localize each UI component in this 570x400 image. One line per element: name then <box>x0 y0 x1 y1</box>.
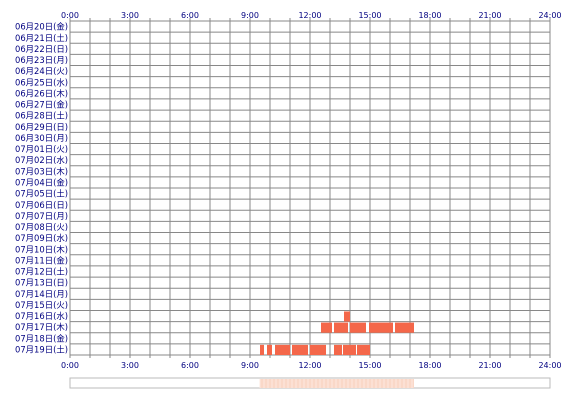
activity-bar <box>369 322 393 333</box>
summary-strip <box>69 377 551 389</box>
row-label: 07月13日(日) <box>15 278 68 288</box>
row-label: 06月24日(火) <box>15 66 68 76</box>
bottom-tick-label: 18:00 <box>418 361 441 370</box>
row-label: 07月07日(月) <box>15 211 68 221</box>
bottom-axis-ticks: 0:00 3:00 6:00 9:00 12:00 15:00 18:00 21:00 24:0… <box>61 361 562 370</box>
row-label: 06月23日(月) <box>15 55 68 65</box>
bottom-tick-label: 6:00 <box>181 361 199 370</box>
activity-bars <box>260 311 414 355</box>
activity-bar <box>310 344 326 355</box>
row-label: 06月21日(土) <box>15 33 68 43</box>
activity-bar <box>344 311 350 322</box>
top-tick-label: 21:00 <box>478 11 501 20</box>
bottom-tick-label: 12:00 <box>298 361 321 370</box>
top-tick-label: 15:00 <box>358 11 381 20</box>
row-label: 06月27日(金) <box>15 100 68 110</box>
row-label: 06月29日(日) <box>15 122 68 132</box>
bottom-tick-label: 3:00 <box>121 361 139 370</box>
row-label: 07月02日(水) <box>15 155 68 165</box>
row-label: 07月05日(土) <box>15 189 68 199</box>
activity-bar <box>343 344 356 355</box>
row-label: 07月03日(木) <box>15 166 68 176</box>
top-tick-label: 3:00 <box>121 11 139 20</box>
row-label: 07月15日(火) <box>15 300 68 310</box>
row-label: 06月20日(金) <box>15 22 68 32</box>
top-tick-label: 12:00 <box>298 11 321 20</box>
activity-bar <box>260 344 264 355</box>
activity-bar <box>357 344 370 355</box>
bottom-tick-label: 15:00 <box>358 361 381 370</box>
row-label: 07月12日(土) <box>15 267 68 277</box>
row-label: 06月30日(月) <box>15 133 68 143</box>
row-label: 07月14日(月) <box>15 289 68 299</box>
activity-bar <box>275 344 290 355</box>
grid <box>69 18 551 358</box>
top-tick-label: 0:00 <box>61 11 79 20</box>
activity-bar <box>267 344 272 355</box>
bottom-tick-label: 9:00 <box>241 361 259 370</box>
row-label: 06月26日(木) <box>15 88 68 98</box>
row-label: 07月04日(金) <box>15 178 68 188</box>
activity-bar <box>292 344 308 355</box>
row-label: 07月16日(水) <box>15 311 68 321</box>
row-label: 07月08日(火) <box>15 222 68 232</box>
row-label: 07月18日(金) <box>15 333 68 343</box>
row-label: 07月01日(火) <box>15 144 68 154</box>
activity-bar <box>334 344 342 355</box>
top-tick-label: 24:00 <box>538 11 561 20</box>
top-tick-label: 9:00 <box>241 11 259 20</box>
row-label: 07月06日(日) <box>15 200 68 210</box>
bottom-tick-label: 21:00 <box>478 361 501 370</box>
row-label: 07月19日(土) <box>15 345 68 355</box>
row-label: 06月28日(土) <box>15 111 68 121</box>
activity-bar <box>395 322 414 333</box>
summary-bar <box>260 379 414 388</box>
bottom-tick-label: 24:00 <box>538 361 561 370</box>
row-label: 07月11日(金) <box>15 255 68 265</box>
row-label: 07月10日(木) <box>15 244 68 254</box>
bottom-tick-label: 0:00 <box>61 361 79 370</box>
row-label: 06月25日(水) <box>15 77 68 87</box>
activity-bar <box>334 322 348 333</box>
activity-bar <box>321 322 332 333</box>
row-labels: 06月20日(金)06月21日(土)06月22日(日)06月23日(月)06月2… <box>15 22 68 355</box>
row-label: 07月17日(木) <box>15 322 68 332</box>
top-tick-label: 6:00 <box>181 11 199 20</box>
top-axis-ticks: 0:00 3:00 6:00 9:00 12:00 15:00 18:00 21:00 24:0… <box>61 11 562 20</box>
row-label: 07月09日(水) <box>15 233 68 243</box>
activity-bar <box>350 322 366 333</box>
top-tick-label: 18:00 <box>418 11 441 20</box>
row-label: 06月22日(日) <box>15 44 68 54</box>
